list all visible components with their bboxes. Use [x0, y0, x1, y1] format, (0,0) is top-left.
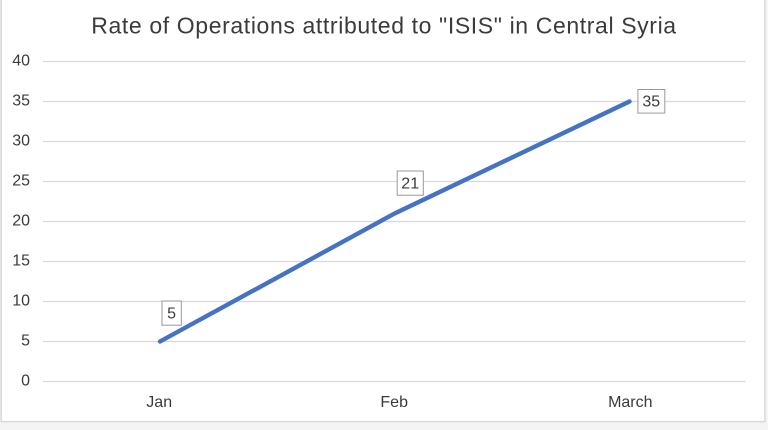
svg-text:25: 25	[12, 173, 30, 190]
svg-text:21: 21	[401, 175, 419, 192]
svg-text:Jan: Jan	[146, 394, 172, 411]
svg-text:35: 35	[12, 93, 30, 110]
svg-text:5: 5	[167, 305, 176, 322]
svg-text:Rate of Operations attributed: Rate of Operations attributed to "ISIS" …	[91, 12, 676, 38]
svg-text:20: 20	[12, 213, 30, 230]
svg-text:40: 40	[12, 53, 30, 70]
svg-text:35: 35	[642, 94, 660, 111]
svg-text:10: 10	[12, 293, 30, 310]
svg-text:March: March	[608, 394, 652, 411]
svg-text:15: 15	[12, 253, 30, 270]
svg-text:0: 0	[21, 373, 30, 390]
svg-text:Feb: Feb	[380, 394, 408, 411]
svg-text:5: 5	[21, 333, 30, 350]
svg-text:30: 30	[12, 133, 30, 150]
